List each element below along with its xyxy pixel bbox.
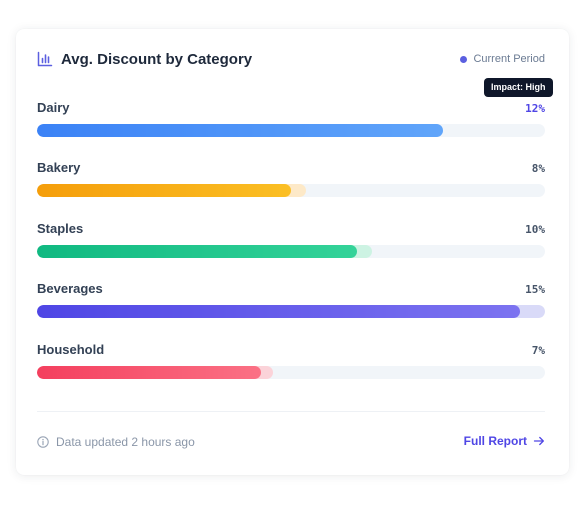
legend-label: Current Period [473, 53, 545, 65]
update-status: Data updated 2 hours ago [37, 434, 195, 450]
discount-card: Avg. Discount by Category Current Period… [16, 29, 569, 475]
category-value: 12% [525, 102, 545, 115]
category-row[interactable]: Beverages 15% [37, 281, 545, 321]
bar-fill [37, 245, 357, 258]
bar-chart-icon [37, 51, 53, 67]
category-value: 7% [531, 344, 545, 357]
category-label: Dairy [37, 100, 70, 115]
updated-text: Data updated 2 hours ago [56, 435, 195, 449]
category-row[interactable]: Bakery 8% [37, 160, 545, 200]
category-row[interactable]: Staples 10% [37, 221, 545, 261]
category-row[interactable]: Dairy 12% [37, 100, 545, 140]
arrow-right-icon [533, 436, 544, 446]
category-value: 15% [525, 283, 545, 296]
category-value: 8% [531, 162, 545, 175]
category-label: Beverages [37, 281, 103, 296]
impact-tooltip: Impact: High [484, 78, 553, 97]
category-label: Bakery [37, 160, 81, 175]
legend: Current Period [460, 52, 545, 66]
category-label: Staples [37, 221, 84, 236]
bar-fill [37, 305, 520, 318]
bar-fill [37, 184, 291, 197]
bar-track [37, 305, 545, 318]
bar-fill [37, 124, 443, 137]
divider [37, 411, 545, 412]
full-report-link[interactable]: Full Report [464, 433, 545, 449]
bar-fill [37, 366, 261, 379]
full-report-label: Full Report [463, 434, 527, 448]
card-title: Avg. Discount by Category [61, 51, 253, 68]
category-row[interactable]: Household 7% [37, 342, 545, 382]
info-circle-icon [37, 436, 49, 448]
bar-track [37, 245, 545, 258]
card-header: Avg. Discount by Category Current Period [37, 50, 545, 70]
bar-track [37, 124, 545, 137]
legend-dot-icon [460, 55, 468, 63]
bar-track [37, 184, 545, 197]
bar-track [37, 366, 545, 379]
category-label: Household [37, 342, 105, 357]
category-value: 10% [525, 223, 545, 236]
